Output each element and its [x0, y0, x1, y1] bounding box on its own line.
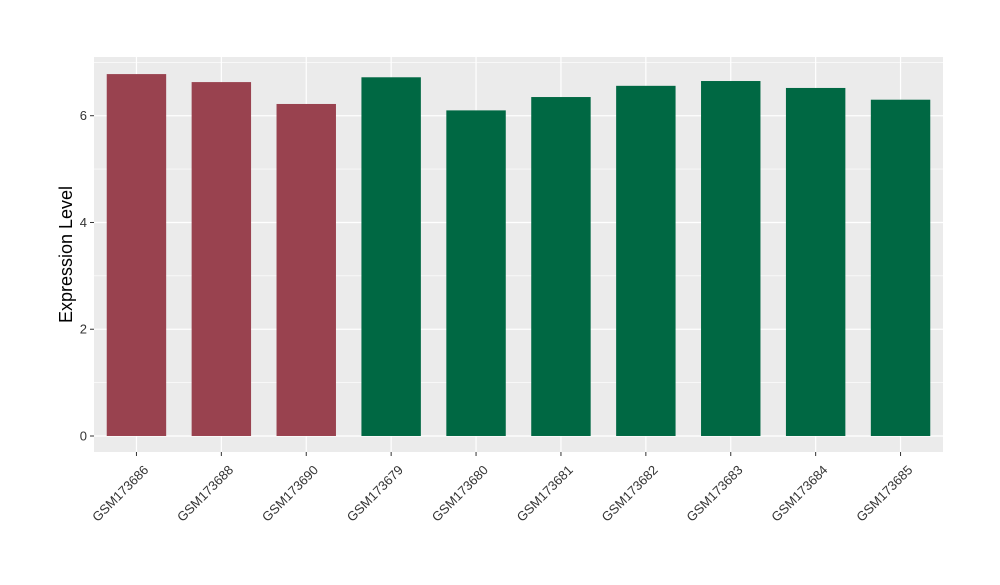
bar-GSM173684 — [785, 87, 846, 436]
bar-GSM173681 — [531, 97, 591, 436]
bar-GSM173686 — [106, 74, 167, 436]
bar-GSM173685 — [870, 99, 931, 436]
x-tick-label: GSM173679 — [344, 462, 406, 524]
x-tick-label: GSM173683 — [683, 462, 745, 524]
bars — [106, 74, 931, 436]
bar-GSM173683 — [701, 81, 761, 436]
x-axis: GSM173686 GSM173688 GSM173690 GSM173679 GSM1… — [89, 452, 915, 525]
bar-GSM173682 — [616, 85, 676, 436]
x-tick-label: GSM173681 — [514, 462, 576, 524]
bar-GSM173680 — [446, 110, 506, 436]
y-axis-label: Expression Level — [56, 186, 76, 323]
y-tick-label: 0 — [80, 428, 87, 443]
bar-GSM173679 — [361, 77, 421, 436]
x-tick-label: GSM173680 — [429, 462, 491, 524]
x-tick-label: GSM173688 — [174, 462, 236, 524]
y-axis: 0 2 4 6 — [80, 108, 94, 443]
bar-GSM173688 — [191, 82, 252, 436]
x-tick-label: GSM173690 — [259, 462, 321, 524]
y-tick-label: 6 — [80, 108, 87, 123]
bar-GSM173690 — [276, 103, 336, 436]
y-tick-label: 4 — [80, 215, 87, 230]
x-tick-label: GSM173682 — [599, 462, 661, 524]
y-tick-label: 2 — [80, 322, 87, 337]
x-tick-label: GSM173684 — [768, 462, 830, 524]
x-tick-label: GSM173686 — [89, 462, 151, 524]
x-tick-label: GSM173685 — [853, 462, 915, 524]
